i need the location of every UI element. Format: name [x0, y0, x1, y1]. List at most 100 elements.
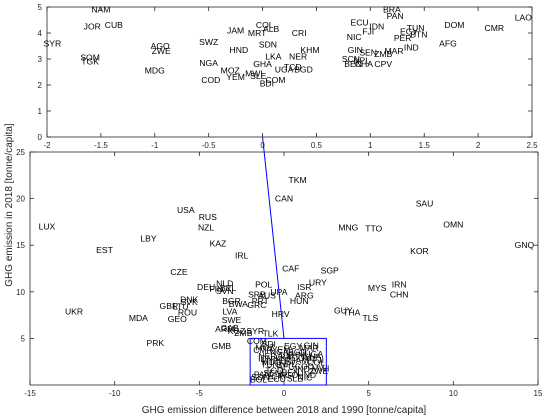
top-point-ben: BEN [344, 59, 362, 69]
top-axes-frame [46, 6, 533, 138]
bottom-cluster-point: ECU [268, 374, 286, 384]
bottom-point-deu: DEU [197, 282, 215, 292]
top-point-som: SOM [80, 53, 100, 63]
top-point-alb: ALB [263, 24, 280, 34]
bottom-cluster-point: PAN [254, 369, 271, 379]
bottom-cluster-point: ZWE [309, 366, 328, 376]
bottom-point-lux: LUX [39, 222, 56, 232]
top-point-nic: NIC [347, 32, 362, 42]
bottom-cluster-point: CRI [271, 372, 286, 382]
top-point-mwi: MWI [245, 68, 263, 78]
bottom-point-lva: LVA [222, 306, 237, 316]
bottom-point-gmb: GMB [212, 341, 232, 351]
bottom-point-tha: THA [343, 307, 360, 317]
bottom-point-tto: TTO [365, 223, 382, 233]
bottom-cluster-point: FJI [312, 355, 324, 365]
bottom-point-lby: LBY [140, 234, 157, 244]
bottom-point-guy: GUY [334, 305, 353, 315]
top-point-ner: NER [289, 51, 307, 61]
bottom-xtick-label: 5 [366, 389, 371, 398]
top-xtick-label: -1.5 [94, 141, 108, 150]
top-point-scn: SCN [342, 54, 360, 64]
top-point-tun: TUN [407, 23, 425, 33]
bottom-cluster-point: UGA [304, 349, 323, 359]
top-point-col: COL [256, 20, 274, 30]
top-point-jor: JOR [84, 22, 101, 32]
top-point-swz: SWZ [199, 37, 218, 47]
top-point-cpv: CPV [374, 59, 392, 69]
top-point-khm: KHM [300, 45, 319, 55]
bottom-xtick-label: -15 [24, 389, 36, 398]
bottom-point-cze: CZE [170, 267, 187, 277]
bottom-cluster-point: SDN [251, 372, 269, 382]
bottom-cluster-point: COL [307, 357, 325, 367]
bottom-point-grc: GRC [247, 300, 266, 310]
bottom-cluster-point: PER [273, 356, 291, 366]
bottom-point-kaz: KAZ [210, 238, 227, 248]
zoom-connector-line [262, 136, 285, 339]
bottom-point-arm: ARM [215, 324, 234, 334]
bottom-point-mng: MNG [338, 222, 358, 232]
bottom-point-com: COM [247, 336, 267, 346]
top-point-nga: NGA [199, 58, 218, 68]
bottom-cluster-point: NGA [270, 347, 289, 357]
bottom-ytick-label: 15 [16, 241, 25, 250]
y-axis-label: GHG emission in 2018 [tonne/capita] [4, 123, 15, 287]
bottom-point-sau: SAU [416, 198, 434, 208]
top-point-btn: BTN [410, 29, 427, 39]
bottom-point-chn: CHN [390, 290, 409, 300]
top-ytick-label: 2 [38, 81, 43, 90]
bottom-point-tkm: TKM [288, 175, 306, 185]
bottom-cluster-point: HND [298, 370, 317, 380]
top-point-cod: COD [201, 75, 220, 85]
top-point-ecu: ECU [350, 18, 368, 28]
top-point-zwe: ZWE [152, 46, 171, 56]
bottom-cluster-point: AGO [279, 370, 298, 380]
top-point-dom: DOM [444, 20, 464, 30]
bottom-cluster-point: IND [295, 364, 310, 374]
top-xtick-label: 2 [476, 141, 481, 150]
bottom-point-gab: GAB [221, 323, 239, 333]
bottom-point-prt: PRT [252, 296, 270, 306]
bottom-point-zmb: ZMB [234, 328, 252, 338]
bottom-cluster-point: BOL [250, 374, 267, 384]
top-point-cha: CHA [355, 59, 373, 69]
bottom-cluster-point: GIN [304, 340, 319, 350]
top-point-bgd: BGD [294, 64, 313, 74]
bottom-point-nzl: NZL [198, 222, 214, 232]
bottom-point-bdi: BDI [262, 339, 276, 349]
bottom-cluster-point: MDG [262, 357, 282, 367]
top-axes: -2 -1.5 -1 -0.5 0 0.5 1 1.5 2 2.5 0 1 2 3 4 5 NAM BRA LAO… [38, 3, 539, 150]
bottom-cluster-point: TUN [261, 360, 279, 370]
top-point-lao: LAO [515, 12, 533, 22]
bottom-point-irl: IRL [235, 250, 249, 260]
bottom-cluster-point: AFG [277, 362, 295, 372]
bottom-cluster-point: SLE [287, 374, 304, 384]
top-point-ago: AGO [151, 41, 170, 51]
top-ytick-label: 0 [38, 133, 43, 142]
bottom-cluster-point: SEN [264, 368, 282, 378]
bottom-point-irn: IRN [392, 279, 407, 289]
bottom-cluster-point: NPL [280, 359, 297, 369]
top-point-mrt: MRT [248, 28, 267, 38]
bottom-point-svk: SVK [181, 297, 198, 307]
top-point-tcd: TCD [284, 62, 302, 72]
bottom-xtick-label: 10 [449, 389, 458, 398]
top-point-yem: YEM [226, 72, 245, 82]
bottom-point-aus: AUS [258, 291, 276, 301]
bottom-point-dnk: DNK [180, 294, 198, 304]
top-point-sle: SLE [250, 71, 267, 81]
top-point-zmb: ZMB [374, 49, 392, 59]
bottom-cluster-point: LKA [276, 353, 293, 363]
top-point-lka: LKA [265, 51, 282, 61]
bottom-point-arg: ARG [295, 291, 314, 301]
top-xtick-label: 1 [368, 141, 373, 150]
top-point-gin: GIN [348, 45, 363, 55]
bottom-point-est: EST [96, 245, 113, 255]
top-point-mar: MAR [384, 46, 403, 56]
bottom-point-isr: ISR [297, 282, 311, 292]
bottom-point-nld: NLD [216, 278, 233, 288]
bottom-point-prk: PRK [146, 338, 164, 348]
bottom-xtick-label: 0 [282, 389, 287, 398]
